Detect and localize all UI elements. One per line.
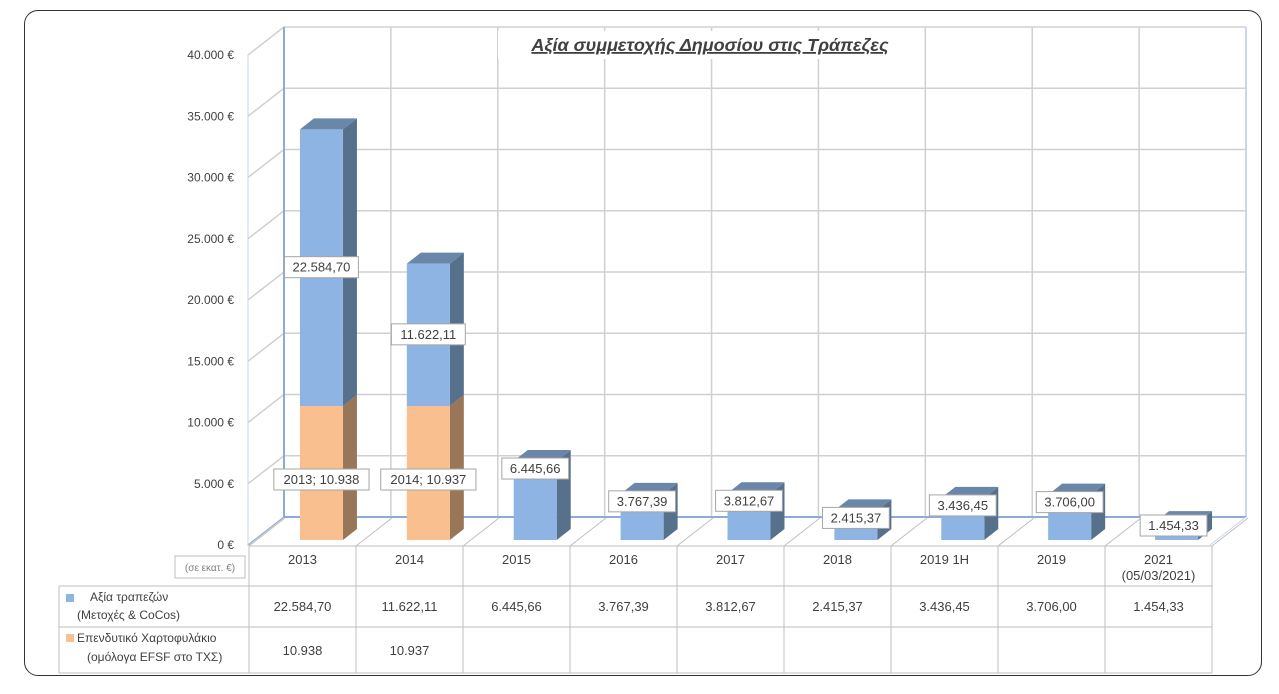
floor-right-edge [1209,516,1247,546]
legend-label-investment-portfolio: Επενδυτικό Χαρτοφυλάκιο [77,631,217,645]
gridline-side [247,87,285,117]
table-cell-bank-value: 11.622,11 [382,599,438,614]
gridline-side [247,210,285,240]
x-tick-label: 2014 [395,552,424,567]
table-header-edge [569,517,607,547]
table-cell-bank-value: 22.584,70 [274,599,332,614]
y-tick-label: 25.000 € [187,232,234,246]
legend-label-investment-portfolio-line2: (ομόλογα EFSF στο ΤΧΣ) [87,650,222,664]
gridline-side [247,148,285,179]
bar-segment-investment-portfolio-side [342,395,357,540]
data-label-box [273,468,370,491]
data-label-box [283,256,359,279]
data-label-box [1035,491,1104,514]
data-label: 3.436,45 [937,498,988,513]
chart-title: Αξία συμμετοχής Δημοσίου στις Τράπεζες [530,35,889,56]
title-box [498,31,923,59]
table-cell-bank-value: 3.706,00 [1026,599,1077,614]
legend-swatch-investment-portfolio [66,634,74,642]
data-label: 11.622,11 [400,327,456,342]
x-tick-label: 2016 [609,552,638,567]
table-header-edge [997,517,1035,547]
data-label-box [928,494,997,517]
data-label-box [1139,514,1208,537]
table-cell-bank-value: 2.415,37 [812,599,863,614]
table-cell-investment-portfolio: 10.938 [283,643,323,658]
data-label-box [501,457,570,480]
x-tick-sublabel: (05/03/2021) [1122,568,1196,583]
table-header-edge [248,517,286,547]
table-header-edge [462,517,500,547]
table-cell-bank-value: 1.454,33 [1133,599,1184,614]
y-tick-label: 40.000 € [187,48,234,62]
gridline-side [247,332,285,362]
table-cell-bank-value: 6.445,66 [491,599,542,614]
y-tick-label: 35.000 € [187,109,234,123]
table-header-edge [1211,517,1249,547]
data-label-box [390,323,466,346]
x-tick-label: 2019 [1037,552,1066,567]
table-header-edge [676,517,714,547]
gridline-side [247,271,285,301]
table-cell-bank-value: 3.812,67 [705,599,756,614]
bar-segment-investment-portfolio-side [449,395,464,540]
data-label: 3.706,00 [1044,495,1095,510]
data-label: 3.767,39 [617,494,668,509]
bar-top [299,118,357,130]
y-tick-label: 10.000 € [187,416,234,430]
x-tick-label: 2021 [1144,552,1173,567]
table-cell-bank-value: 3.436,45 [919,599,970,614]
x-tick-label: 2019 1H [920,552,969,567]
legend-label-bank-value-line2: (Μετοχές & CoCos) [77,608,180,622]
data-label: 2013; 10.938 [283,472,359,487]
data-label-box [821,506,890,529]
x-tick-label: 2017 [716,552,745,567]
gridline-side [247,393,285,424]
y-tick-label: 15.000 € [187,354,234,368]
unit-note-box [174,555,246,579]
data-label: 3.812,67 [724,493,775,508]
data-label: 22.584,70 [293,260,351,275]
table-cell-bank-value: 3.767,39 [598,599,649,614]
floor-side-edge [247,516,285,546]
table-cell-investment-portfolio: 10.937 [390,643,430,658]
data-label: 6.445,66 [510,461,561,476]
gridline-side [247,455,285,485]
bar-top [406,252,464,264]
table-header-edge [890,517,928,547]
data-label-box [380,468,477,491]
y-tick-label: 0 € [217,538,234,552]
table-header-edge [1104,517,1142,547]
y-tick-label: 5.000 € [194,477,234,491]
x-tick-label: 2013 [288,552,317,567]
table-header-edge [783,517,821,547]
y-tick-label: 30.000 € [187,171,234,185]
table-header-edge [355,517,393,547]
y-tick-label: 20.000 € [187,293,234,307]
legend-label-bank-value: Αξία τραπεζών [90,590,168,604]
legend-swatch-bank-value [66,594,74,602]
data-label: 1.454,33 [1148,518,1199,533]
gridline-side [247,26,285,56]
unit-note: (σε εκατ. €) [185,563,235,574]
data-label: 2014; 10.937 [390,472,466,487]
data-label-box [715,489,783,512]
x-tick-label: 2018 [823,552,852,567]
data-label: 2.415,37 [831,510,882,525]
x-tick-label: 2015 [502,552,531,567]
data-label-box [608,490,677,513]
